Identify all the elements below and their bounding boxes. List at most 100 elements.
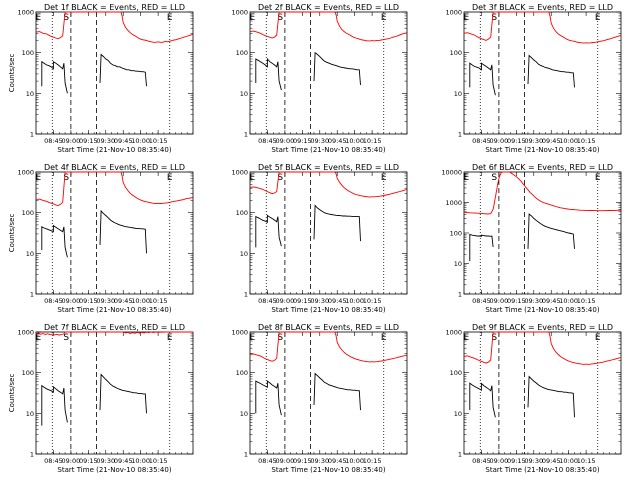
x-tick-label: 09:30 — [96, 457, 115, 465]
panel-title: Det 8f BLACK = Events, RED = LLD — [258, 323, 399, 332]
x-tick-label: 10:00 — [559, 457, 578, 465]
flag-marker-e: E — [595, 13, 601, 23]
panel-title: Det 4f BLACK = Events, RED = LLD — [44, 163, 185, 172]
flag-marker-s: S — [277, 333, 283, 343]
y-tick-label: 1 — [244, 291, 248, 299]
x-tick-label: 08:45 — [44, 457, 63, 465]
y-tick-label: 1 — [244, 451, 248, 459]
flag-marker-e: E — [463, 13, 469, 23]
x-tick-label: 10:15 — [577, 297, 596, 305]
x-axis-label: Start Time (21-Nov-10 08:35:40) — [271, 306, 385, 314]
panel-det-5: Det 5f BLACK = Events, RED = LLD08:4509:… — [231, 163, 408, 314]
flag-marker-s: S — [63, 13, 69, 23]
x-tick-label: 08:45 — [258, 297, 277, 305]
x-tick-label: 09:30 — [524, 137, 543, 145]
x-tick-label: 09:15 — [293, 457, 312, 465]
x-tick-label: 09:15 — [79, 457, 98, 465]
panel-det-3: Det 3f BLACK = Events, RED = LLD08:4509:… — [445, 3, 622, 154]
series-lld-line — [35, 171, 194, 206]
flag-marker-e: E — [463, 333, 469, 343]
x-tick-label: 09:45 — [328, 297, 347, 305]
panel-title: Det 7f BLACK = Events, RED = LLD — [44, 323, 185, 332]
x-tick-label: 08:45 — [472, 137, 491, 145]
x-axis-label: Start Time (21-Nov-10 08:35:40) — [485, 466, 599, 474]
x-axis-label: Start Time (21-Nov-10 08:35:40) — [57, 306, 171, 314]
series-events-line — [255, 51, 361, 91]
x-tick-label: 09:00 — [62, 457, 81, 465]
x-tick-label: 09:30 — [310, 457, 329, 465]
series-events-line — [255, 372, 361, 416]
y-tick-label: 10 — [26, 90, 34, 98]
flag-marker-s: S — [491, 333, 497, 343]
y-tick-label: 1 — [458, 131, 462, 139]
series-events-line — [41, 53, 147, 94]
y-tick-label: 100 — [22, 49, 34, 57]
y-tick-label: 1000 — [231, 9, 248, 17]
x-tick-label: 10:15 — [577, 457, 596, 465]
x-tick-label: 09:45 — [328, 137, 347, 145]
y-tick-label: 10 — [454, 260, 462, 268]
panel-title: Det 1f BLACK = Events, RED = LLD — [44, 3, 185, 12]
x-tick-label: 08:45 — [258, 457, 277, 465]
series-events-line — [469, 213, 575, 262]
flag-marker-e: E — [167, 333, 173, 343]
y-tick-label: 10 — [240, 90, 248, 98]
panel-title: Det 9f BLACK = Events, RED = LLD — [472, 323, 613, 332]
flag-marker-e: E — [381, 173, 387, 183]
x-tick-label: 09:00 — [276, 297, 295, 305]
panel-det-8: Det 8f BLACK = Events, RED = LLD08:4509:… — [231, 323, 408, 474]
flag-marker-e: E — [595, 333, 601, 343]
panel-det-2: Det 2f BLACK = Events, RED = LLD08:4509:… — [231, 3, 408, 154]
y-tick-label: 100 — [236, 209, 248, 217]
x-tick-label: 09:15 — [507, 457, 526, 465]
flag-marker-e: E — [249, 13, 255, 23]
x-axis-label: Start Time (21-Nov-10 08:35:40) — [485, 146, 599, 154]
flag-marker-s: S — [491, 173, 497, 183]
x-tick-label: 09:45 — [114, 297, 133, 305]
y-tick-label: 1000 — [17, 169, 34, 177]
flag-marker-s: S — [277, 13, 283, 23]
y-tick-label: 100 — [236, 49, 248, 57]
x-tick-label: 09:00 — [490, 457, 509, 465]
x-tick-label: 09:15 — [293, 297, 312, 305]
series-lld-line — [463, 171, 622, 215]
series-events-line — [41, 209, 147, 258]
flag-marker-s: S — [63, 173, 69, 183]
x-tick-label: 10:15 — [577, 137, 596, 145]
y-tick-label: 10 — [26, 410, 34, 418]
x-tick-label: 09:00 — [490, 137, 509, 145]
y-tick-label: 100 — [450, 369, 462, 377]
flag-marker-e: E — [167, 13, 173, 23]
series-lld-line — [35, 331, 193, 336]
x-tick-label: 10:15 — [363, 297, 382, 305]
y-tick-label: 1 — [458, 451, 462, 459]
y-tick-label: 100 — [22, 209, 34, 217]
x-tick-label: 10:00 — [131, 137, 150, 145]
x-tick-label: 10:00 — [345, 137, 364, 145]
panel-det-6: Det 6f BLACK = Events, RED = LLD08:4509:… — [441, 163, 622, 314]
flag-marker-e: E — [249, 333, 255, 343]
y-tick-label: 10 — [26, 250, 34, 258]
x-axis-label: Start Time (21-Nov-10 08:35:40) — [271, 466, 385, 474]
y-axis-label: Counts/sec — [8, 214, 16, 253]
x-tick-label: 09:00 — [276, 457, 295, 465]
x-tick-label: 09:00 — [490, 297, 509, 305]
flag-marker-s: S — [277, 173, 283, 183]
flag-marker-e: E — [35, 173, 41, 183]
x-tick-label: 10:15 — [363, 457, 382, 465]
series-lld-line — [249, 331, 408, 363]
series-lld-line — [463, 11, 622, 44]
y-tick-label: 1000 — [17, 9, 34, 17]
x-axis-label: Start Time (21-Nov-10 08:35:40) — [57, 146, 171, 154]
series-lld-line — [249, 171, 408, 198]
x-tick-label: 09:45 — [328, 457, 347, 465]
flag-marker-e: E — [249, 173, 255, 183]
flag-marker-e: E — [381, 13, 387, 23]
series-events-line — [469, 375, 575, 418]
x-tick-label: 09:45 — [114, 457, 133, 465]
flag-marker-s: S — [491, 13, 497, 23]
y-tick-label: 1000 — [445, 9, 462, 17]
y-tick-label: 100 — [450, 230, 462, 238]
x-tick-label: 08:45 — [258, 137, 277, 145]
